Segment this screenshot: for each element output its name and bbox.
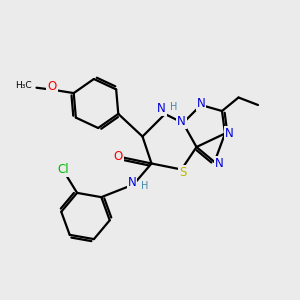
Text: N: N [214,157,224,170]
Text: N: N [196,97,206,110]
Text: N: N [177,115,186,128]
Text: H₃C: H₃C [15,81,32,90]
Text: O: O [114,149,123,163]
Text: N: N [128,176,136,190]
Text: Cl: Cl [58,163,69,176]
Text: S: S [179,166,187,179]
Text: H: H [141,181,148,191]
Text: N: N [225,127,234,140]
Text: N: N [157,102,166,115]
Text: O: O [47,80,57,93]
Text: H: H [170,101,177,112]
